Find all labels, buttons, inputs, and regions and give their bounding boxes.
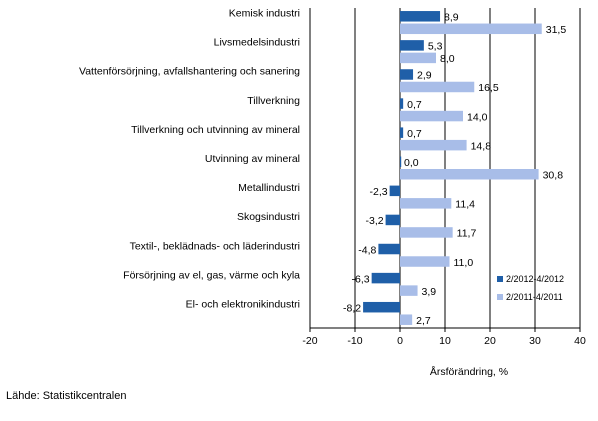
bar-s0-4	[400, 127, 404, 138]
value-label-s1-8: 11,0	[454, 257, 474, 269]
x-tick-label-0: -20	[302, 335, 317, 347]
category-label-5: Utvinning av mineral	[205, 153, 300, 165]
value-label-s0-3: 0,7	[407, 99, 422, 111]
value-label-s1-3: 14,0	[467, 111, 488, 123]
bar-s1-8	[400, 256, 450, 267]
bar-s0-10	[363, 301, 400, 313]
bars	[363, 11, 542, 325]
bar-s0-8	[378, 243, 400, 255]
bar-s0-3	[400, 98, 404, 109]
bar-s0-7	[385, 214, 400, 226]
value-label-s1-0: 31,5	[546, 24, 567, 36]
value-label-s1-5: 30,8	[543, 170, 564, 182]
value-label-s1-4: 14,8	[471, 140, 492, 152]
bar-s0-5	[400, 156, 402, 167]
bar-s0-2	[400, 69, 414, 80]
value-label-s0-9: -6,3	[352, 273, 370, 285]
category-label-6: Metallindustri	[238, 182, 300, 194]
legend-label-0: 2/2012-4/2012	[506, 274, 564, 284]
legend: 2/2012-4/2012 2/2011-4/2011	[497, 274, 564, 302]
legend-swatch-1	[497, 294, 503, 300]
bar-s1-7	[400, 227, 453, 238]
value-label-s1-2: 16,5	[478, 82, 499, 94]
value-label-s0-1: 5,3	[428, 41, 443, 53]
category-label-0: Kemisk industri	[229, 8, 300, 20]
legend-label-1: 2/2011-4/2011	[506, 292, 563, 302]
value-label-s0-8: -4,8	[358, 244, 376, 256]
value-label-s0-2: 2,9	[417, 70, 432, 82]
tick-labels: -20 -10 0 10 20 30 40	[302, 335, 586, 347]
category-label-3: Tillverkning	[247, 95, 300, 107]
bar-s1-2	[400, 81, 475, 93]
category-label-7: Skogsindustri	[237, 211, 300, 223]
x-axis-label: Årsförändring, %	[430, 365, 508, 378]
x-tick-label-3: 10	[439, 335, 451, 347]
bar-s1-0	[400, 23, 542, 35]
x-tick-label-5: 30	[529, 335, 541, 347]
category-label-9: Försörjning av el, gas, värme och kyla	[123, 269, 300, 281]
chart: Kemisk industri Livsmedelsindustri Vattenf…	[79, 8, 586, 378]
x-tick-label-1: -10	[347, 335, 362, 347]
value-label-s0-0: 8,9	[444, 12, 459, 24]
x-tick-label-6: 40	[574, 335, 586, 347]
category-label-1: Livsmedelsindustri	[214, 37, 300, 49]
category-label-10: El- och elektronikindustri	[186, 298, 300, 310]
bar-s1-4	[400, 139, 467, 151]
value-label-s0-7: -3,2	[366, 215, 384, 227]
value-label-s1-9: 3,9	[422, 286, 437, 298]
bar-s1-9	[400, 285, 418, 296]
bar-s0-9	[371, 272, 400, 284]
value-labels: 8,9 5,3 2,9 0,7 0,7 0,0 -2,3 -3,2 -4,8 -6,3 -8,2 31…	[343, 12, 566, 327]
x-tick-label-4: 20	[484, 335, 496, 347]
value-label-s1-7: 11,7	[457, 228, 477, 240]
value-label-s0-4: 0,7	[407, 128, 422, 140]
category-label-2: Vattenförsörjning, avfallshantering och …	[79, 66, 300, 78]
bar-s1-1	[400, 52, 436, 64]
value-label-s0-6: -2,3	[370, 186, 388, 198]
category-label-4: Tillverkning och utvinning av mineral	[131, 124, 300, 136]
value-label-s0-5: 0,0	[404, 157, 419, 169]
bar-s0-0	[400, 11, 441, 22]
bar-s1-6	[400, 198, 452, 209]
axes	[309, 8, 581, 332]
value-label-s0-10: -8,2	[343, 302, 361, 314]
source-note: Lähde: Statistikcentralen	[6, 390, 127, 402]
bar-s1-5	[400, 169, 539, 180]
category-label-8: Textil-, beklädnads- och läderindustri	[130, 240, 300, 252]
bar-s0-6	[389, 185, 400, 197]
value-label-s1-1: 8,0	[440, 53, 455, 65]
legend-swatch-0	[497, 276, 503, 282]
bar-s1-10	[400, 314, 413, 325]
bar-s0-1	[400, 40, 424, 51]
value-label-s1-6: 11,4	[455, 199, 475, 211]
value-label-s1-10: 2,7	[416, 315, 431, 327]
x-tick-label-2: 0	[397, 335, 403, 347]
category-labels: Kemisk industri Livsmedelsindustri Vattenf…	[79, 8, 300, 311]
bar-s1-3	[400, 110, 463, 122]
